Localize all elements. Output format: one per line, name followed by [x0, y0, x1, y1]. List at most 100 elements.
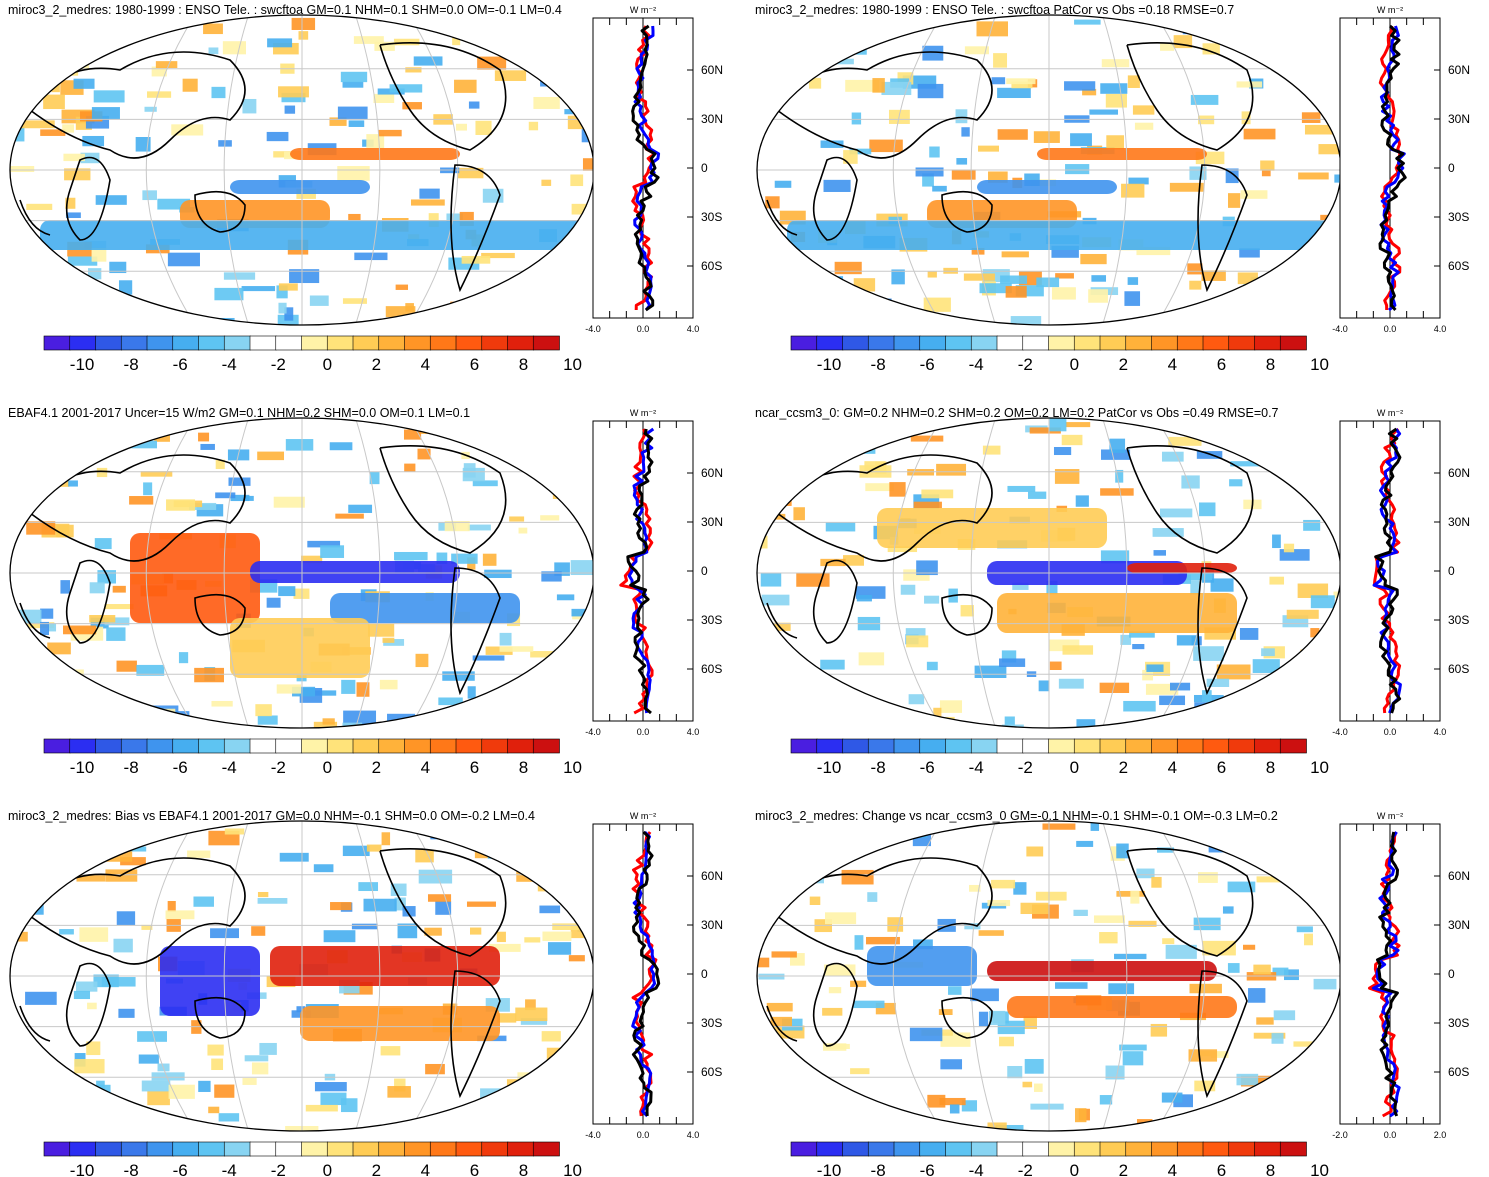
colorbar-box: [378, 1141, 406, 1157]
colorbar-box: [945, 738, 973, 754]
colorbar-label: 6: [470, 1161, 479, 1177]
latitude-label: 30S: [701, 1016, 722, 1030]
colorbar-label: -10: [817, 355, 842, 374]
x-tick-label: -4.0: [1332, 727, 1348, 737]
colorbar-box: [172, 335, 200, 351]
colorbar-box: [95, 738, 123, 754]
latitude-label: 30S: [701, 210, 722, 224]
map-field: [757, 15, 1341, 325]
latitude-label: 30N: [701, 918, 723, 932]
graticule-line: [892, 821, 943, 1131]
colorbar-box: [326, 335, 354, 351]
colorbar-box: [970, 738, 998, 754]
latitude-label: 0: [701, 161, 708, 175]
colorbar-box: [532, 1141, 560, 1157]
coastline: [1197, 970, 1248, 1099]
coastline: [812, 156, 858, 241]
colorbar-box: [970, 1141, 998, 1157]
coastline: [379, 445, 507, 554]
colorbar-label: 2: [1119, 355, 1128, 374]
colorbar-box: [1125, 738, 1153, 754]
graticule-line: [408, 821, 459, 1131]
panels-layer: miroc3_2_medres: 1980-1999 : ENSO Tele. …: [8, 3, 1470, 1177]
x-tick-label: 0.0: [1384, 1130, 1397, 1140]
colorbar-box: [893, 738, 921, 754]
colorbar-box: [146, 1141, 174, 1157]
other-zonal-line: [626, 428, 654, 715]
colorbar-box: [429, 738, 457, 754]
zonal-mean-panel: W m⁻² 60N 30N 0 30S 60S -4.0 0.0 4.0: [1332, 5, 1470, 334]
colorbar-box: [1099, 1141, 1127, 1157]
colorbar-box: [249, 738, 277, 754]
colorbar-box: [69, 1141, 97, 1157]
colorbar-box: [378, 335, 406, 351]
anomaly-feature: [230, 618, 370, 678]
colorbar-box: [1099, 335, 1127, 351]
colorbar-box: [1254, 1141, 1282, 1157]
colorbar-label: -4: [969, 758, 984, 777]
colorbar-box: [1176, 335, 1204, 351]
coastline: [379, 42, 507, 151]
colorbar-label: -2: [1018, 1161, 1033, 1177]
colorbar: -10 -8 -6 -4 -2 0 2 4 6 8 10: [43, 335, 582, 374]
colorbar-box: [352, 335, 380, 351]
units-label: W m⁻²: [1377, 408, 1403, 418]
colorbar-box: [172, 738, 200, 754]
colorbar-box: [893, 1141, 921, 1157]
colorbar-box: [69, 335, 97, 351]
graticule-line: [408, 418, 459, 728]
x-tick-label: 4.0: [1434, 324, 1447, 334]
colorbar-box: [404, 335, 432, 351]
coastline: [19, 199, 51, 236]
latitude-label: 60N: [1448, 869, 1470, 883]
colorbar-box: [301, 738, 329, 754]
colorbar-box: [996, 1141, 1024, 1157]
units-label: W m⁻²: [630, 811, 656, 821]
colorbar-label: 2: [372, 758, 381, 777]
panel-4: ncar_ccsm3_0: GM=0.2 NHM=0.2 SHM=0.2 OM=…: [755, 406, 1470, 777]
graticule-line: [145, 418, 196, 728]
coastline: [812, 962, 858, 1047]
colorbar-label: -4: [222, 758, 237, 777]
colorbar-box: [455, 738, 483, 754]
graticule-line: [970, 821, 996, 1131]
colorbar-box: [249, 1141, 277, 1157]
colorbar-box: [95, 1141, 123, 1157]
colorbar-label: -6: [173, 1161, 188, 1177]
colorbar-box: [1125, 1141, 1153, 1157]
model-zonal-line: [1372, 428, 1402, 714]
colorbar-box: [919, 738, 947, 754]
coastline: [1197, 567, 1248, 696]
colorbar-label: 0: [1070, 355, 1079, 374]
latitude-label: 60S: [701, 1065, 722, 1079]
coastline: [1197, 164, 1248, 293]
zonal-mean-panel: W m⁻² 60N 30N 0 30S 60S -4.0 0.0 4.0: [585, 811, 723, 1140]
colorbar-box: [1254, 335, 1282, 351]
colorbar-box: [919, 1141, 947, 1157]
colorbar-box: [1151, 1141, 1179, 1157]
colorbar-box: [1202, 335, 1230, 351]
coastline: [29, 454, 246, 562]
colorbar-box: [120, 738, 148, 754]
anomaly-feature: [300, 1006, 500, 1041]
graticule-line: [1102, 15, 1128, 325]
graticule-line: [1155, 821, 1206, 1131]
colorbar: -10 -8 -6 -4 -2 0 2 4 6 8 10: [790, 335, 1329, 374]
colorbar-label: -8: [124, 355, 139, 374]
colorbar-label: -6: [173, 758, 188, 777]
anomaly-feature: [1127, 563, 1237, 573]
colorbar-box: [1202, 1141, 1230, 1157]
latitude-label: 0: [1448, 967, 1455, 981]
colorbar-box: [1228, 335, 1256, 351]
latitude-label: 0: [701, 967, 708, 981]
graticule-line: [145, 15, 196, 325]
colorbar-label: 4: [421, 355, 430, 374]
colorbar-label: -2: [271, 758, 286, 777]
colorbar-label: 8: [519, 355, 528, 374]
latitude-label: 30S: [701, 613, 722, 627]
colorbar-box: [1073, 738, 1101, 754]
colorbar-box: [1048, 738, 1076, 754]
latitude-label: 30N: [1448, 515, 1470, 529]
colorbar-label: 6: [1217, 355, 1226, 374]
